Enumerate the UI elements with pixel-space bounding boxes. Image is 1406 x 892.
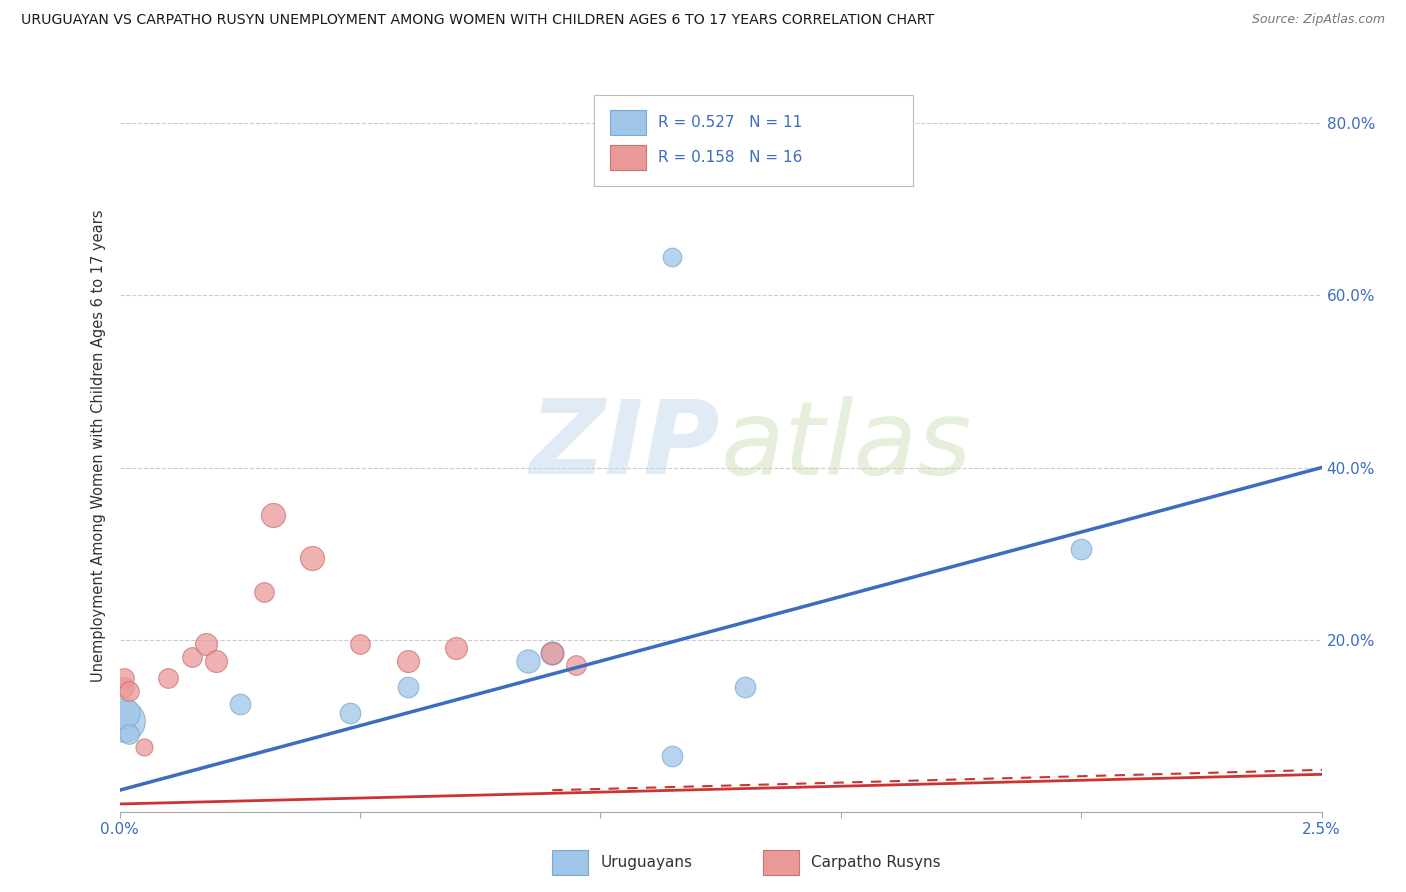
Point [661, 250, 683, 264]
Text: ZIP: ZIP [530, 395, 720, 497]
Point [118, 684, 141, 698]
Point [301, 550, 323, 565]
Point [112, 680, 135, 694]
Point [349, 637, 371, 651]
Text: atlas: atlas [720, 396, 972, 496]
Text: Source: ZipAtlas.com: Source: ZipAtlas.com [1251, 13, 1385, 27]
Point [253, 585, 276, 599]
FancyBboxPatch shape [595, 95, 912, 186]
Text: Uruguayans: Uruguayans [600, 855, 692, 870]
Point [541, 646, 564, 660]
Point [339, 706, 361, 720]
FancyBboxPatch shape [610, 111, 645, 136]
Point [444, 641, 467, 656]
Point [734, 680, 756, 694]
Point [132, 740, 155, 755]
Y-axis label: Unemployment Among Women with Children Ages 6 to 17 years: Unemployment Among Women with Children A… [91, 210, 107, 682]
Point [262, 508, 284, 522]
Point [112, 671, 135, 685]
Text: Carpatho Rusyns: Carpatho Rusyns [811, 855, 941, 870]
Point [396, 680, 419, 694]
Point [396, 654, 419, 668]
Point [661, 748, 683, 763]
Point [228, 697, 252, 711]
FancyBboxPatch shape [610, 145, 645, 169]
Point [118, 727, 141, 741]
Point [156, 671, 179, 685]
Point [541, 646, 564, 660]
Text: URUGUAYAN VS CARPATHO RUSYN UNEMPLOYMENT AMONG WOMEN WITH CHILDREN AGES 6 TO 17 : URUGUAYAN VS CARPATHO RUSYN UNEMPLOYMENT… [21, 13, 935, 28]
Point [195, 637, 218, 651]
Text: R = 0.527   N = 11: R = 0.527 N = 11 [658, 115, 803, 130]
Point [112, 714, 135, 729]
Point [565, 658, 588, 673]
Point [204, 654, 226, 668]
FancyBboxPatch shape [762, 850, 799, 875]
Point [1070, 542, 1092, 557]
Text: R = 0.158   N = 16: R = 0.158 N = 16 [658, 150, 803, 165]
Point [180, 649, 202, 664]
FancyBboxPatch shape [553, 850, 588, 875]
Point [112, 706, 135, 720]
Point [517, 654, 540, 668]
